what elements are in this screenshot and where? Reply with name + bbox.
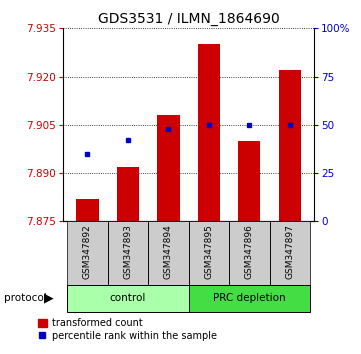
Bar [157, 115, 179, 221]
Text: GSM347894: GSM347894 [164, 224, 173, 279]
Bar [238, 141, 260, 221]
Bar [198, 44, 220, 221]
Bar [148, 221, 189, 285]
Bar [117, 167, 139, 221]
Title: GDS3531 / ILMN_1864690: GDS3531 / ILMN_1864690 [98, 12, 279, 26]
Bar [279, 70, 301, 221]
Bar [189, 221, 229, 285]
Bar [67, 221, 108, 285]
Bar [76, 199, 99, 221]
Text: GSM347892: GSM347892 [83, 224, 92, 279]
Bar [189, 285, 310, 312]
Bar [108, 221, 148, 285]
Text: PRC depletion: PRC depletion [213, 293, 286, 303]
Bar [270, 221, 310, 285]
Text: GSM347896: GSM347896 [245, 224, 254, 279]
Text: protocol: protocol [4, 293, 46, 303]
Text: GSM347897: GSM347897 [285, 224, 294, 279]
Text: control: control [110, 293, 146, 303]
Legend: transformed count, percentile rank within the sample: transformed count, percentile rank withi… [34, 314, 221, 345]
Bar [67, 285, 189, 312]
Bar [229, 221, 270, 285]
Text: GSM347893: GSM347893 [123, 224, 132, 279]
Text: GSM347895: GSM347895 [204, 224, 213, 279]
Text: ▶: ▶ [44, 292, 53, 305]
